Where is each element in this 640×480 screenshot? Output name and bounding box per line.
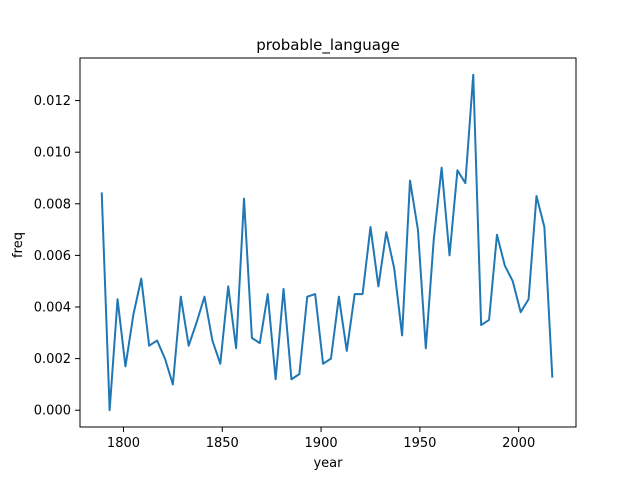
plot-area [79,57,577,428]
y-tick-label: 0.002 [34,352,71,367]
x-tick-label: 1950 [403,436,436,451]
chart-title: probable_language [256,36,400,55]
x-tick-label: 2000 [502,436,535,451]
plot-frame [79,57,577,428]
axis-ticks: 1800 1850 1900 1950 2000 0.000 0.002 0.004 0.006… [34,94,535,451]
y-tick-label: 0.010 [34,146,71,161]
x-tick-label: 1850 [206,436,239,451]
series-line-0 [100,73,554,412]
y-tick-label: 0.004 [34,301,71,316]
x-axis-title: year [313,456,343,471]
x-tick-label: 1900 [305,436,338,451]
y-tick-label: 0.012 [34,94,71,109]
y-axis-title: freq [11,232,26,258]
y-tick-label: 0.006 [34,249,71,264]
y-tick-label: 0.008 [34,197,71,212]
y-tick-label: 0.000 [34,404,71,419]
x-tick-label: 1800 [107,436,140,451]
